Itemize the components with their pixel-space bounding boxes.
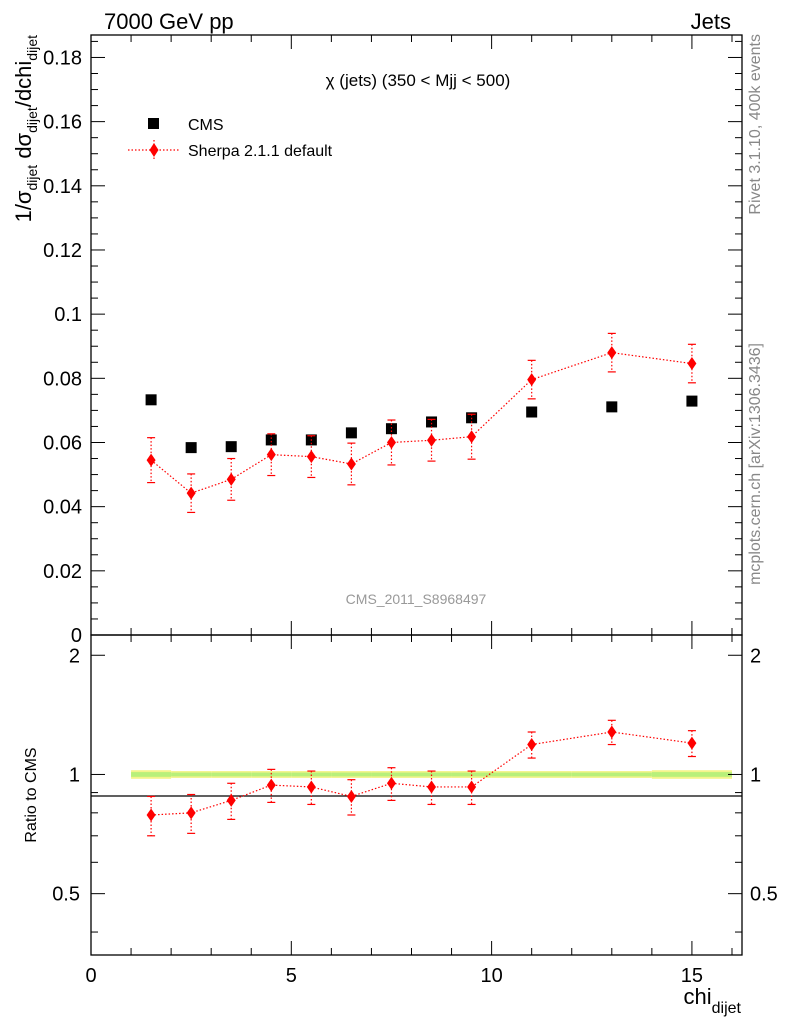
sherpa-ratio-point	[527, 738, 537, 752]
ratio-band-inner	[331, 772, 372, 777]
ratio-band-inner	[371, 772, 412, 777]
ratio-band-inner	[491, 772, 572, 777]
y-tick-label: 0.16	[43, 112, 82, 134]
sherpa-point	[226, 472, 236, 486]
series-sherpa	[146, 332, 697, 514]
cms-point	[265, 434, 277, 446]
legend: CMS Sherpa 2.1.1 default	[128, 117, 333, 160]
x-tick-label: 15	[681, 965, 703, 987]
ratio-tick-label-right: 1	[750, 764, 761, 786]
ratio-band-inner	[571, 772, 652, 777]
ratio-tick-label-right: 0.5	[750, 884, 778, 906]
sherpa-point	[527, 373, 537, 387]
mcplots-label: mcplots.cern.ch [arXiv:1306.3436]	[747, 343, 764, 585]
sherpa-ratio-point	[146, 808, 156, 822]
sherpa-point	[186, 486, 196, 500]
y-tick-label: 0.02	[43, 561, 82, 583]
sherpa-ratio-point	[186, 806, 196, 820]
ratio-tick-label-right: 2	[750, 645, 761, 667]
y-tick-label: 0.14	[43, 176, 82, 198]
sherpa-ratio-point	[226, 793, 236, 807]
sherpa-ratio-point	[687, 736, 697, 750]
cms-point	[185, 442, 197, 454]
series-cms	[145, 394, 698, 454]
x-axis-label: chidijet	[684, 984, 742, 1017]
sherpa-point	[607, 346, 617, 360]
sherpa-point	[346, 457, 356, 471]
ratio-tick-label: 1	[69, 764, 80, 786]
cms-point	[606, 401, 618, 413]
y-tick-label: 0.1	[54, 304, 82, 326]
y-axis-label: 1/σdijet dσdijet/dchidijet	[11, 35, 40, 223]
y-tick-label: 0.12	[43, 240, 82, 262]
ratio-tick-label: 2	[69, 645, 80, 667]
sherpa-ratio-point	[386, 776, 396, 790]
tick-labels: 0 5 10 15 0 0.02 0.04 0.06 0.08 0.1 0.12 0.14 0.16 0.…	[43, 47, 778, 987]
ratio-band-inner	[291, 772, 332, 777]
cms-point	[385, 423, 397, 435]
watermark: CMS_2011_S8968497	[346, 591, 487, 607]
axis-ticks	[90, 35, 742, 955]
x-tick-label: 0	[85, 965, 96, 987]
series-sherpa-connectors	[150, 352, 693, 494]
ratio-y-label: Ratio to CMS	[23, 747, 40, 842]
sherpa-ratio-point	[427, 780, 437, 794]
y-tick-label: 0.04	[43, 497, 82, 519]
legend-marker-cms	[148, 118, 159, 129]
sherpa-ratio-point	[306, 780, 316, 794]
ratio-band-inner	[251, 772, 292, 777]
cms-point	[526, 406, 538, 418]
sherpa-point	[386, 435, 396, 449]
ratio-band-inner	[211, 772, 252, 777]
y-tick-label: 0	[71, 625, 82, 647]
ratio-frame	[90, 634, 743, 956]
cms-point	[345, 427, 357, 439]
ratio-band-inner	[131, 772, 172, 777]
ratio-tick-label: 0.5	[52, 884, 80, 906]
y-tick-label: 0.08	[43, 368, 82, 390]
cms-point	[426, 416, 438, 428]
sherpa-point	[687, 357, 697, 371]
legend-label-sherpa: Sherpa 2.1.1 default	[188, 143, 333, 160]
chart-title: χ (jets) (350 < Mjj < 500)	[326, 71, 511, 90]
x-tick-label: 10	[480, 965, 502, 987]
sherpa-point	[467, 430, 477, 444]
rivet-label: Rivet 3.1.10, 400k events	[747, 34, 764, 215]
sherpa-point	[266, 448, 276, 462]
legend-label-cms: CMS	[188, 117, 224, 134]
cms-point	[686, 395, 698, 407]
sherpa-ratio-point	[346, 789, 356, 803]
cms-point	[145, 394, 157, 406]
ratio-band-inner	[651, 772, 732, 777]
y-tick-label: 0.18	[43, 47, 82, 69]
ratio-band	[131, 770, 732, 779]
legend-marker-sherpa	[149, 143, 159, 157]
sherpa-ratio-point	[266, 778, 276, 792]
header-left: 7000 GeV pp	[104, 9, 234, 34]
sherpa-line	[150, 352, 693, 494]
x-tick-label: 5	[286, 965, 297, 987]
y-tick-label: 0.06	[43, 432, 82, 454]
cms-point	[225, 441, 237, 453]
ratio-band-inner	[411, 772, 452, 777]
sherpa-ratio-point	[467, 780, 477, 794]
sherpa-point	[427, 433, 437, 447]
ratio-series-sherpa	[146, 719, 697, 837]
header-right: Jets	[691, 9, 731, 34]
sherpa-point	[146, 453, 156, 467]
ratio-band-inner	[451, 772, 492, 777]
sherpa-point	[306, 450, 316, 464]
sherpa-ratio-point	[607, 725, 617, 739]
ratio-band-inner	[171, 772, 212, 777]
